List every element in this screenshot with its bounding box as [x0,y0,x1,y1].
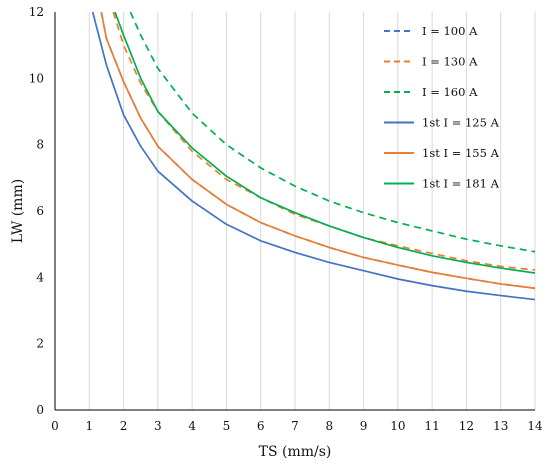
x-tick-8: 8 [325,419,333,433]
legend-label-5: 1st I = 155 A [422,146,500,160]
y-tick-0: 0 [36,403,44,417]
x-tick-5: 5 [223,419,231,433]
legend: I = 100 A I = 130 A I = 160 A 1st I = 125 A… [384,24,500,191]
x-tick-13: 13 [493,419,508,433]
x-tick-1: 1 [85,419,93,433]
x-tick-9: 9 [360,419,368,433]
legend-label-4: 1st I = 125 A [422,116,500,130]
y-tick-6: 6 [36,204,44,218]
y-tick-4: 4 [36,270,44,284]
y-tick-labels: 0 2 4 6 8 10 12 [29,5,45,417]
x-tick-7: 7 [291,419,299,433]
grid-lines [88,12,536,410]
x-tick-4: 4 [188,419,196,433]
x-tick-0: 0 [51,419,59,433]
series-line-4 [91,12,535,301]
x-tick-3: 3 [154,419,162,433]
x-tick-6: 6 [257,419,265,433]
y-tick-10: 10 [29,71,44,85]
axes [54,12,535,411]
series-line-3 [129,12,535,253]
legend-label-2: I = 130 A [422,55,478,69]
x-tick-10: 10 [390,419,405,433]
x-tick-11: 11 [425,419,440,433]
y-axis-label: LW (mm) [10,179,26,243]
series-line-5 [100,12,535,290]
series-line-2 [112,12,535,271]
plot-area [91,12,535,301]
x-tick-12: 12 [459,419,474,433]
series-line-6 [114,12,535,274]
legend-label-6: 1st I = 181 A [422,177,500,191]
legend-label-3: I = 160 A [422,85,478,99]
x-axis-label: TS (mm/s) [259,444,332,460]
y-tick-8: 8 [36,138,44,152]
legend-label-1: I = 100 A [422,24,478,38]
x-tick-14: 14 [527,419,543,433]
x-tick-2: 2 [120,419,128,433]
y-tick-2: 2 [36,337,44,351]
x-tick-labels: 0 1 2 3 4 5 6 7 8 9 10 11 12 13 14 [51,419,543,433]
y-tick-12: 12 [29,5,44,19]
